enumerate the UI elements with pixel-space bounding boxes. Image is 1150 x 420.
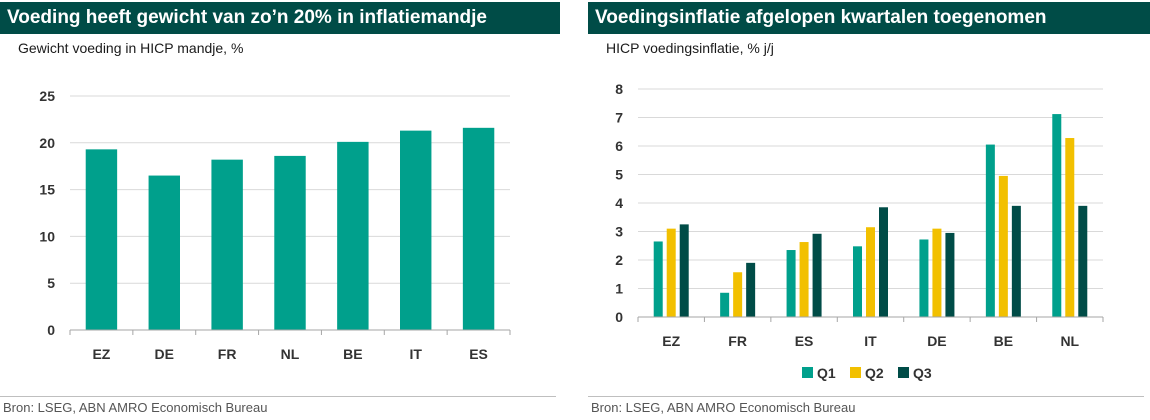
y-tick-label: 8 [615, 81, 623, 97]
bar-de [148, 175, 180, 330]
y-tick-label: 10 [39, 228, 55, 244]
x-tick-label: NL [281, 346, 300, 362]
left-source-note: Bron: LSEG, ABN AMRO Economisch Bureau [3, 400, 268, 415]
bar-q2-es [799, 242, 809, 317]
bar-q2-nl [1065, 138, 1075, 317]
bar-q2-ez [666, 228, 676, 317]
right-chart-title: Voedingsinflatie afgelopen kwartalen toe… [588, 2, 1150, 34]
bar-nl [274, 155, 306, 330]
y-tick-label: 5 [47, 275, 55, 291]
x-tick-label: EZ [662, 333, 680, 349]
left-bar-chart: 0 5 10 15 20 25 EZ DE FR NL BE IT ES [39, 88, 511, 362]
x-tick-label: NL [1060, 333, 1079, 349]
right-source-note: Bron: LSEG, ABN AMRO Economisch Bureau [591, 400, 856, 415]
y-tick-label: 25 [39, 88, 55, 104]
legend-swatch-q2 [850, 367, 861, 378]
bar-fr [211, 159, 243, 330]
bar-q1-be [985, 144, 995, 317]
y-tick-label: 6 [615, 138, 623, 154]
y-tick-label: 0 [615, 309, 623, 325]
x-tick-label: ES [469, 346, 488, 362]
y-tick-label: 0 [47, 322, 55, 338]
right-chart-panel: Voedingsinflatie afgelopen kwartalen toe… [588, 0, 1150, 420]
x-tick-label: DE [155, 346, 174, 362]
bar-it [400, 130, 432, 330]
x-tick-label: EZ [92, 346, 110, 362]
left-chart-title: Voeding heeft gewicht van zo’n 20% in in… [0, 2, 560, 34]
x-tick-label: DE [927, 333, 946, 349]
right-divider [588, 396, 1144, 397]
x-tick-label: ES [795, 333, 814, 349]
bar-q3-be [1011, 205, 1021, 317]
left-divider [0, 396, 556, 397]
legend-label-q1: Q1 [817, 365, 836, 381]
bar-q1-es [786, 250, 796, 317]
right-chart-subtitle: HICP voedingsinflatie, % j/j [606, 40, 774, 56]
left-chart-panel: Voeding heeft gewicht van zo’n 20% in in… [0, 0, 560, 420]
bar-q2-be [998, 175, 1008, 317]
bar-q1-ez [653, 241, 663, 317]
y-tick-label: 15 [39, 182, 55, 198]
legend-swatch-q1 [802, 367, 813, 378]
bar-q2-it [866, 227, 875, 317]
bar-q2-fr [733, 272, 743, 317]
bar-q3-fr [746, 262, 756, 317]
y-tick-label: 4 [615, 195, 623, 211]
bar-ez [85, 149, 118, 330]
y-tick-label: 3 [615, 224, 623, 240]
right-grouped-bar-chart: 0 1 2 3 4 5 6 7 8 EZ FR ES IT DE BE NL Q1 Q2 Q3 [615, 81, 1104, 381]
y-tick-label: 7 [615, 110, 623, 126]
bar-q3-nl [1078, 205, 1088, 317]
x-tick-label: FR [218, 346, 237, 362]
x-tick-label: FR [728, 333, 747, 349]
x-tick-label: IT [409, 346, 422, 362]
bar-q1-fr [720, 292, 730, 317]
y-tick-label: 2 [615, 252, 623, 268]
bar-q3-ez [679, 224, 689, 317]
bar-es [462, 127, 495, 330]
left-chart-subtitle: Gewicht voeding in HICP mandje, % [18, 40, 244, 56]
bar-q3-it [879, 207, 888, 317]
x-tick-label: IT [864, 333, 877, 349]
bar-q3-de [945, 232, 955, 317]
bar-be [337, 141, 369, 330]
bar-q1-de [919, 239, 929, 317]
y-tick-label: 1 [615, 281, 623, 297]
bar-q3-es [812, 233, 822, 317]
y-tick-label: 5 [615, 167, 623, 183]
bar-q1-it [853, 246, 862, 317]
legend-swatch-q3 [898, 367, 909, 378]
y-tick-label: 20 [39, 135, 55, 151]
x-tick-label: BE [343, 346, 362, 362]
x-tick-label: BE [994, 333, 1013, 349]
bar-q1-nl [1052, 114, 1062, 317]
legend-label-q2: Q2 [865, 365, 884, 381]
bar-q2-de [932, 228, 942, 317]
legend-label-q3: Q3 [913, 365, 932, 381]
